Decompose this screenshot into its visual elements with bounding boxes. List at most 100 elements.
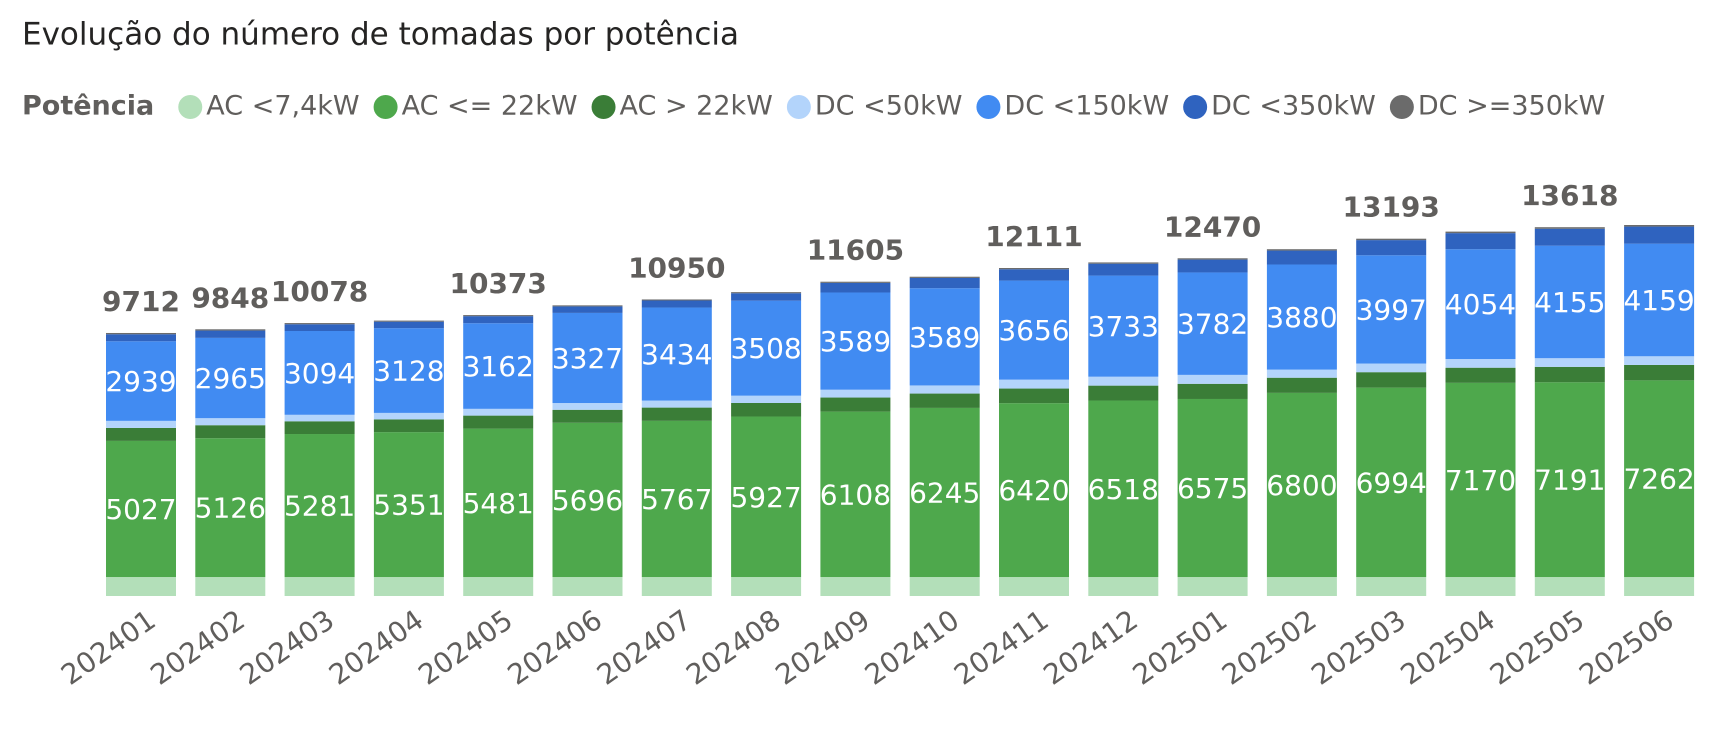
data-label: 3162 — [463, 350, 534, 383]
bar-segment — [1534, 245, 1605, 359]
bar-segment — [641, 420, 712, 578]
data-label: 6420 — [998, 474, 1069, 507]
x-tick-label: 202506 — [1573, 603, 1679, 691]
data-label: 4159 — [1623, 284, 1694, 317]
data-label: 5481 — [463, 487, 534, 520]
x-tick-label: 202504 — [1395, 603, 1501, 691]
data-label: 3880 — [1266, 301, 1337, 334]
bar-segment — [1177, 398, 1248, 578]
x-tick-label: 202408 — [680, 603, 786, 691]
bar-segment — [1266, 377, 1337, 393]
bar-segment — [1088, 262, 1159, 264]
bar-segment — [731, 292, 802, 294]
bar-segment — [1088, 263, 1159, 276]
bar-segment — [820, 577, 891, 596]
legend-label: DC <350kW — [1211, 91, 1376, 122]
bar-segment — [195, 425, 266, 439]
bar-segment — [284, 577, 355, 596]
legend-title: Potência — [22, 91, 154, 122]
bar-segment — [820, 292, 891, 390]
legend-swatch — [1389, 95, 1414, 119]
bar-segment — [1177, 258, 1248, 260]
bar-segment — [1177, 577, 1248, 596]
bar-segment — [731, 402, 802, 417]
bar-segment — [552, 422, 623, 578]
bar-segment — [552, 577, 623, 596]
legend-label: DC >=350kW — [1418, 91, 1605, 122]
total-label: 11605 — [807, 234, 904, 267]
data-label: 3128 — [373, 355, 444, 388]
bar-segment — [106, 577, 176, 596]
bar-segment — [1088, 385, 1159, 401]
total-label: 10373 — [449, 267, 546, 300]
bar-segment — [373, 321, 444, 329]
data-label: 2939 — [105, 365, 176, 398]
bar-segment — [1266, 392, 1337, 578]
bar-segment — [731, 395, 802, 403]
data-label: 7262 — [1623, 463, 1694, 496]
bar-segment — [641, 400, 712, 408]
data-label: 3782 — [1177, 308, 1248, 341]
bar-segment — [1624, 226, 1695, 244]
bar-segment — [552, 306, 623, 313]
x-tick-label: 202404 — [323, 603, 429, 691]
bar-segment — [731, 416, 802, 578]
bar-segment — [820, 389, 891, 398]
bar-segment — [195, 330, 266, 338]
bar-segment — [999, 280, 1069, 380]
bar-segment — [999, 577, 1069, 596]
bar-segment — [1445, 577, 1516, 596]
legend-label: AC > 22kW — [620, 91, 773, 122]
bar-segment — [284, 331, 355, 415]
bar-segment — [463, 323, 534, 409]
bar-segment — [1624, 577, 1695, 596]
bar-segment — [195, 337, 266, 419]
x-tick-label: 202407 — [591, 603, 697, 691]
bar-segment — [909, 277, 980, 289]
bar-segment — [1356, 577, 1427, 596]
bar-segment — [1534, 227, 1605, 229]
bar-segment — [1445, 231, 1516, 234]
bar-segment — [1624, 364, 1695, 381]
bar-segment — [1356, 387, 1427, 578]
bar-segment — [820, 281, 891, 283]
total-label: 13618 — [1521, 179, 1618, 212]
total-label: 9712 — [102, 285, 180, 318]
bar-segment — [1266, 577, 1337, 596]
total-label: 12111 — [985, 220, 1082, 253]
data-label: 5027 — [105, 493, 176, 526]
bar-segment — [1177, 259, 1248, 273]
data-label: 5281 — [284, 490, 355, 523]
bar-segment — [1266, 369, 1337, 378]
bar-segment — [195, 438, 266, 578]
bar-segment — [463, 415, 534, 429]
x-tick-label: 202409 — [770, 603, 876, 691]
x-tick-label: 202412 — [1037, 603, 1143, 691]
bar-segment — [373, 419, 444, 433]
bar-segment — [195, 418, 266, 426]
bar-segment — [1624, 225, 1695, 227]
bar-segment — [1266, 250, 1337, 265]
data-label: 3508 — [730, 332, 801, 365]
bar-segment — [731, 293, 802, 301]
data-label: 3589 — [909, 321, 980, 354]
legend-swatch — [178, 95, 203, 119]
bar-segment — [106, 420, 176, 428]
bar-segment — [195, 577, 266, 596]
bar-segment — [999, 388, 1069, 404]
bar-segment — [1445, 249, 1516, 360]
data-label: 4155 — [1534, 286, 1605, 319]
x-tick-label: 202505 — [1484, 603, 1590, 691]
bar-segment — [1445, 233, 1516, 250]
bar-segment — [463, 315, 534, 317]
bar-segment — [552, 305, 623, 307]
data-label: 6245 — [909, 476, 980, 509]
bar-segment — [731, 577, 802, 596]
x-tick-label: 202403 — [234, 603, 340, 691]
data-label: 6518 — [1088, 473, 1159, 506]
bar-segment — [284, 323, 355, 325]
x-tick-label: 202401 — [55, 603, 161, 691]
bar-segment — [1534, 382, 1605, 578]
bar-segment — [641, 300, 712, 308]
bar-segment — [106, 427, 176, 441]
